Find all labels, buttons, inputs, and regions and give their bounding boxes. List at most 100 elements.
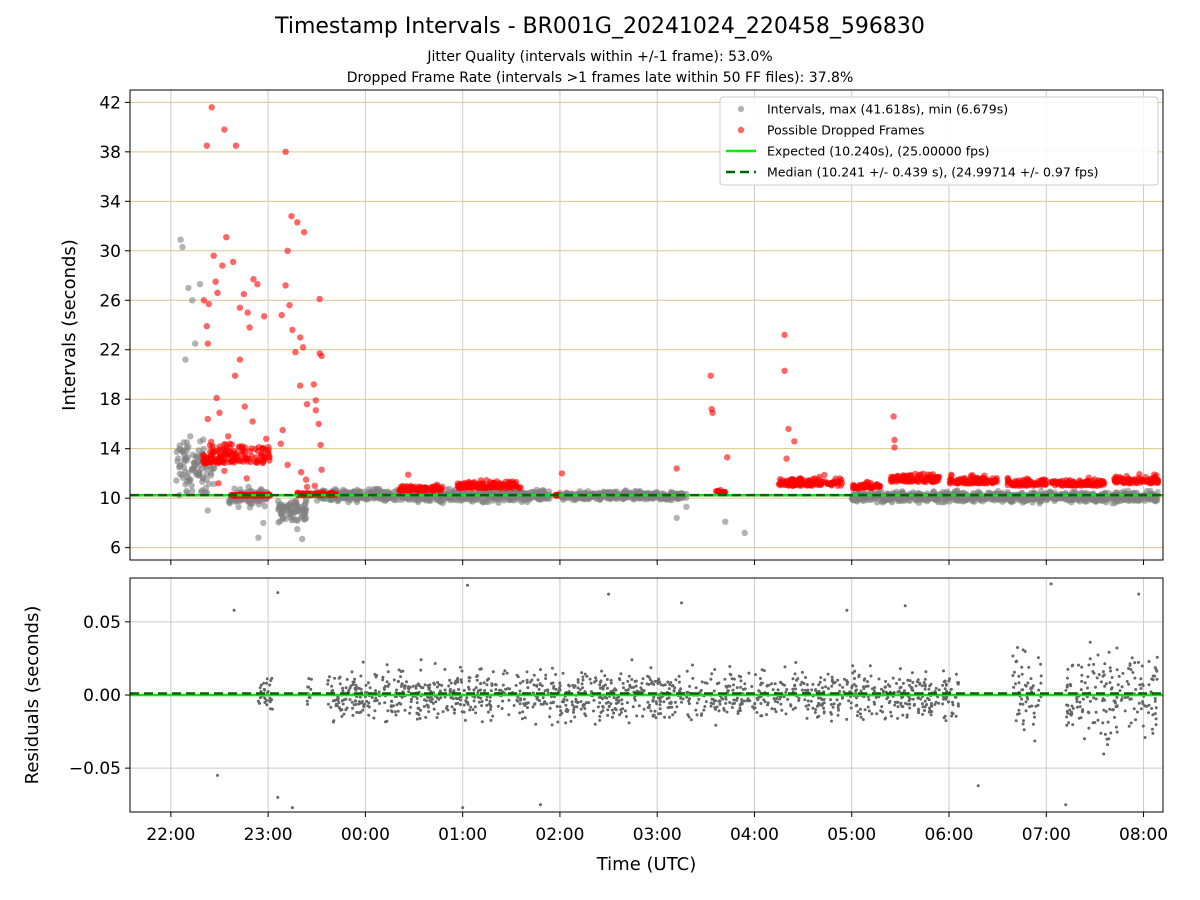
residual-point (263, 701, 267, 704)
residual-point (460, 669, 464, 673)
residual-point (754, 673, 757, 677)
residual-point (700, 680, 704, 684)
residual-point (934, 686, 938, 690)
residual-point (479, 667, 483, 671)
residual-point (802, 682, 806, 685)
residual-point (518, 702, 522, 706)
residual-point (454, 702, 458, 706)
residual-point (307, 677, 311, 681)
residual-point (399, 675, 402, 679)
residual-point (432, 707, 436, 711)
residual-point (489, 705, 493, 709)
residual-point (732, 698, 736, 702)
residual-point (386, 670, 390, 674)
residual-point (1127, 724, 1131, 728)
interval-point (204, 507, 211, 514)
residual-point (674, 678, 678, 682)
residual-point (438, 689, 442, 693)
interval-point (741, 529, 748, 536)
residual-point (341, 689, 345, 693)
residual-point (835, 698, 839, 702)
residual-point (867, 709, 871, 713)
residual-point (265, 677, 269, 681)
dropped-frame-point (1099, 478, 1106, 485)
residual-point (735, 686, 739, 690)
residual-point (550, 666, 554, 670)
residual-point (951, 700, 954, 704)
residual-point (866, 705, 870, 709)
dropped-frame-point (929, 474, 937, 481)
residual-point (890, 714, 894, 718)
residual-point (845, 717, 849, 721)
dropped-frame-point (312, 407, 319, 414)
residual-point (627, 721, 631, 725)
residual-point (541, 696, 545, 700)
residual-point (817, 683, 821, 687)
residual-point (520, 717, 524, 721)
residual-point (1104, 710, 1108, 713)
residual-point (826, 672, 830, 676)
residual-point (1106, 743, 1109, 747)
residual-point (898, 667, 902, 671)
residual-point (518, 689, 522, 693)
dropped-frame-point (891, 436, 898, 444)
residual-point (786, 697, 790, 701)
residual-point (872, 689, 876, 693)
residual-point (619, 711, 623, 714)
interval-point (180, 447, 187, 454)
residual-point (424, 715, 428, 719)
dropped-frame-point (428, 483, 435, 491)
residual-point (603, 674, 607, 678)
dropped-frame-point (249, 418, 256, 425)
residual-point (468, 708, 472, 712)
residual-point (411, 684, 415, 688)
interval-point (585, 488, 592, 495)
dropped-frame-point (890, 413, 897, 420)
dropped-frame-point (210, 449, 217, 456)
residual-point (714, 723, 718, 727)
residual-point (536, 678, 540, 682)
residual-point (1020, 697, 1024, 701)
residual-point (269, 679, 273, 682)
residual-point (1020, 665, 1024, 669)
residual-point (581, 678, 585, 682)
residual-point (646, 700, 650, 704)
dropped-frame-point (289, 326, 296, 334)
residual-point (263, 696, 267, 700)
interval-point (185, 284, 192, 292)
residual-point (622, 686, 625, 690)
residual-point (896, 716, 900, 720)
residual-point (888, 684, 892, 688)
interval-point (722, 518, 729, 525)
residual-point (728, 665, 732, 668)
dropped-frame-point (294, 219, 301, 226)
residual-point (1032, 711, 1036, 715)
dropped-frame-point (709, 409, 716, 416)
residual-point (570, 703, 574, 707)
residual-point (635, 689, 639, 693)
residual-point (390, 699, 394, 703)
residual-point (505, 671, 509, 675)
residual-point (618, 678, 622, 682)
residual-point (526, 706, 529, 710)
residual-point (334, 704, 338, 708)
intervals-points (173, 104, 1162, 543)
dropped-frame-point (317, 441, 324, 449)
residual-point (918, 681, 922, 685)
residual-point (1110, 686, 1114, 690)
residual-point (1022, 728, 1026, 732)
interval-point (285, 511, 292, 518)
residual-point (793, 706, 797, 710)
residual-point (418, 716, 422, 720)
residual-point (338, 682, 342, 686)
residual-point (881, 710, 885, 714)
residual-point (1120, 685, 1124, 689)
residual-point (783, 665, 787, 669)
residual-point (361, 660, 365, 664)
residual-point (653, 709, 657, 713)
residual-point (456, 676, 460, 680)
residual-point (415, 701, 419, 705)
intervals-ytick-label: 10 (99, 489, 121, 509)
interval-point (915, 499, 923, 506)
residual-point (671, 713, 675, 717)
